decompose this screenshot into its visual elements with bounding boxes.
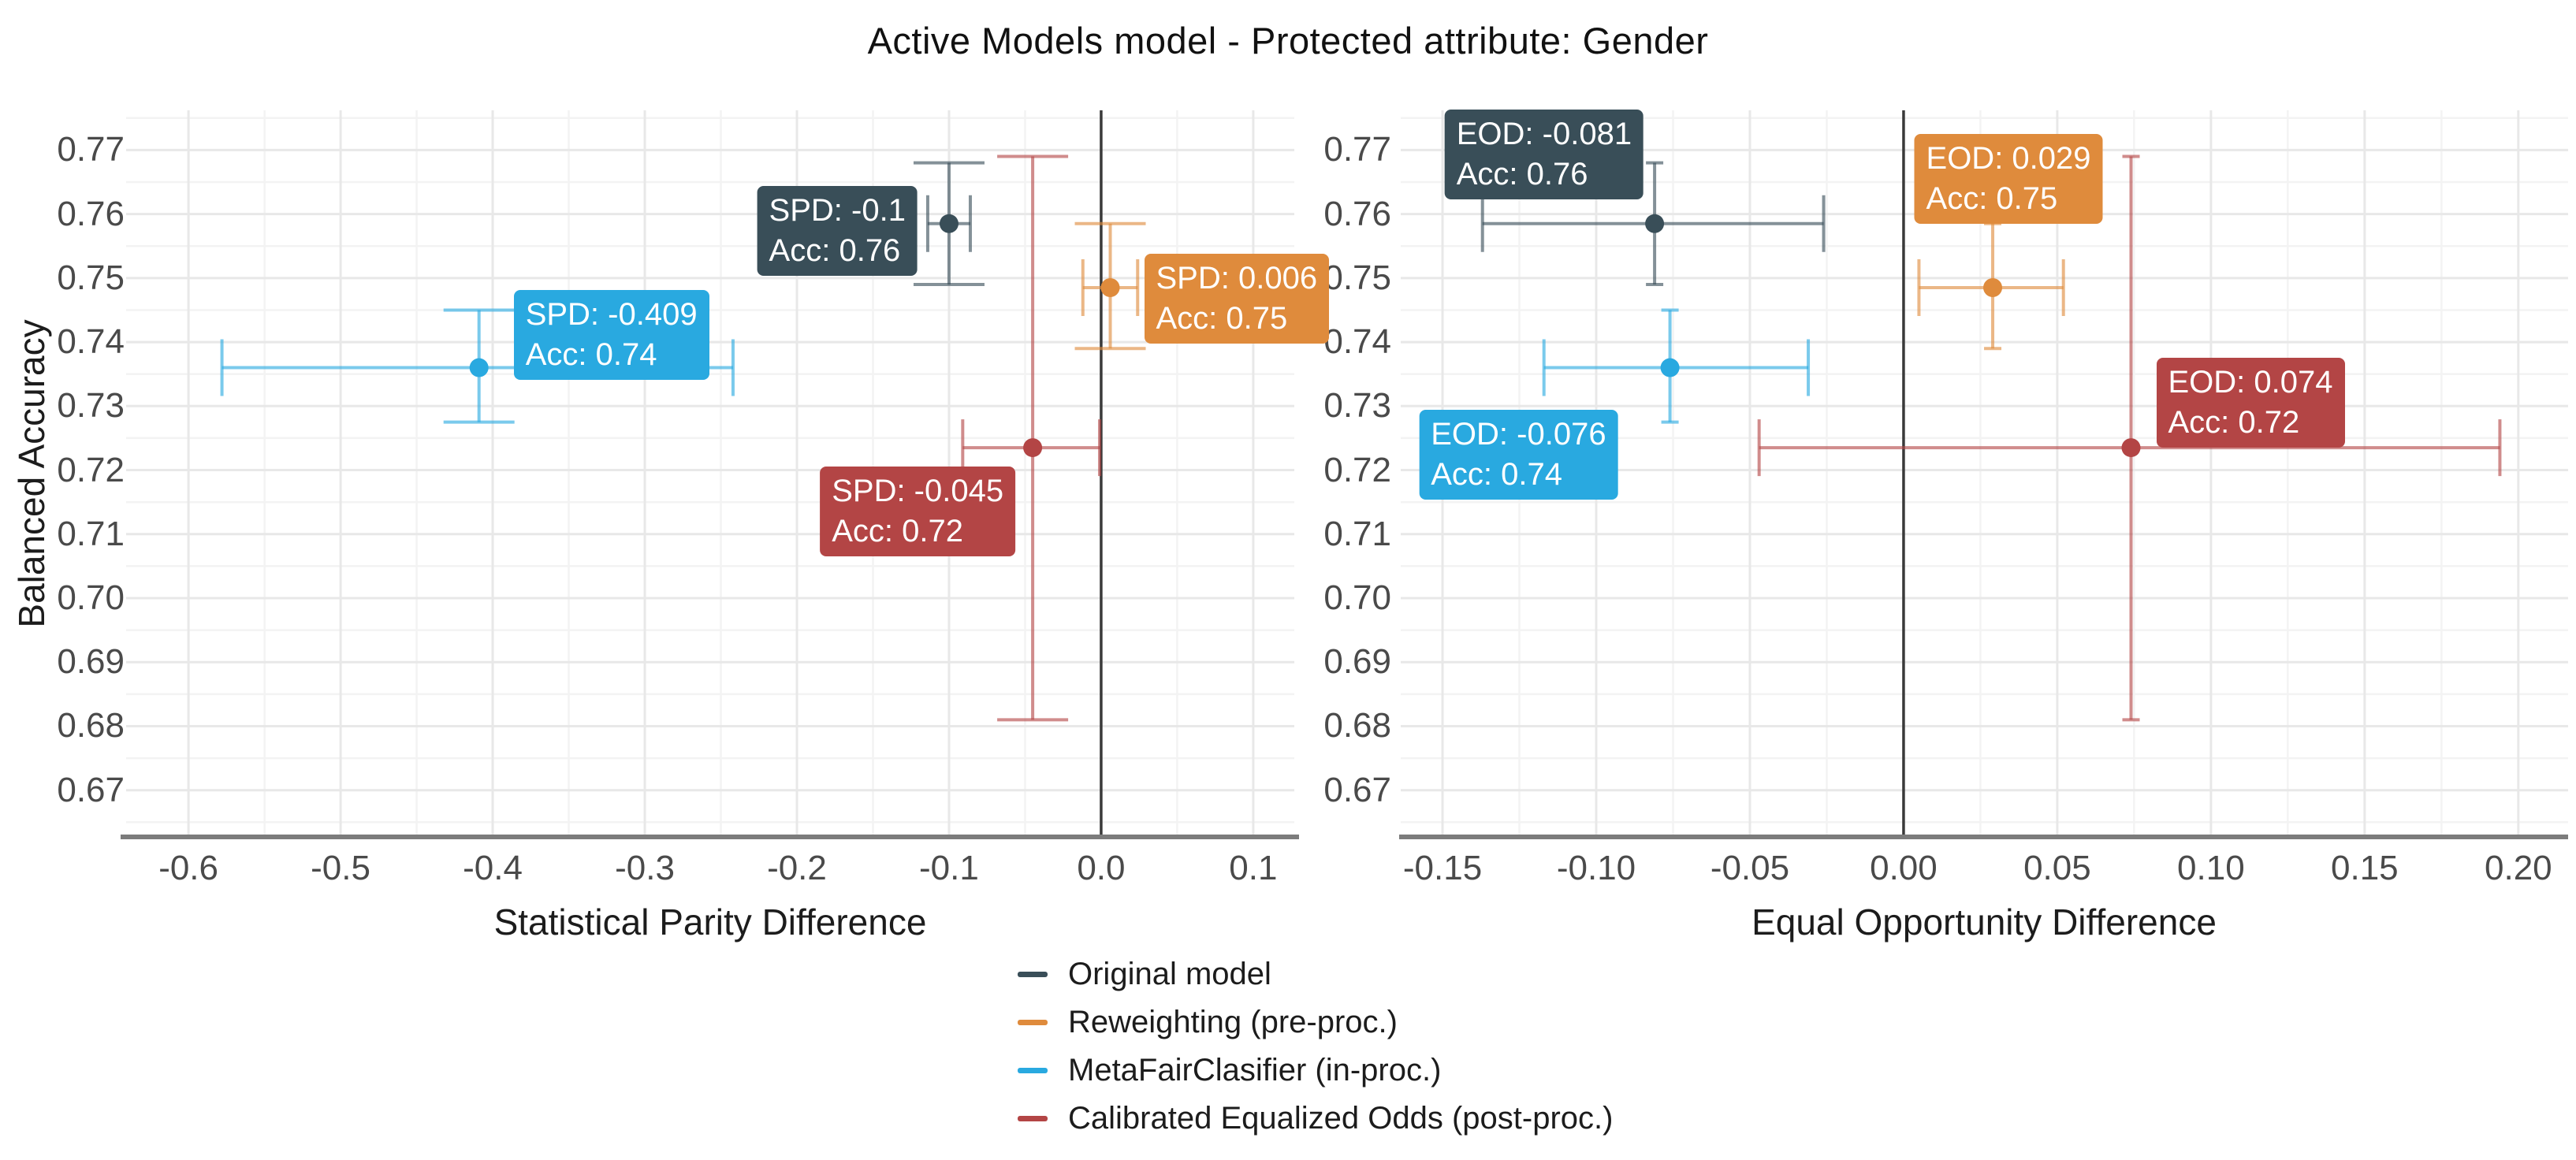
y-tick-label: 0.75	[1323, 258, 1391, 297]
y-tick-label: 0.69	[1323, 642, 1391, 682]
y-tick-label: 0.74	[57, 322, 125, 362]
x-tick-label: 0.20	[2485, 849, 2552, 887]
y-tick-label: 0.68	[57, 706, 125, 745]
legend-label: MetaFairClasifier (in-proc.)	[1068, 1053, 1442, 1088]
data-point	[1983, 278, 2003, 298]
x-tick-label: -0.3	[615, 849, 675, 887]
y-tick-label: 0.70	[1323, 578, 1391, 617]
x-tick-label: -0.05	[1710, 849, 1790, 887]
x-tick-label: -0.4	[463, 849, 523, 887]
y-tick-label: 0.76	[57, 194, 125, 233]
data-point-label: SPD: 0.006 Acc: 0.75	[1144, 254, 1330, 344]
y-tick-label: 0.67	[57, 770, 125, 809]
data-point	[1100, 278, 1120, 298]
data-point	[2121, 438, 2141, 458]
figure-title: Active Models model - Protected attribut…	[867, 20, 1709, 61]
data-point	[1660, 358, 1680, 377]
data-point-label: EOD: -0.076 Acc: 0.74	[1419, 409, 1618, 500]
y-tick-label: 0.69	[57, 642, 125, 682]
legend-label: Calibrated Equalized Odds (post-proc.)	[1068, 1101, 1614, 1136]
y-tick-label: 0.77	[57, 130, 125, 169]
data-point-label: SPD: -0.045 Acc: 0.72	[820, 467, 1016, 557]
x-tick-label: 0.00	[1870, 849, 1938, 887]
data-point-label: SPD: -0.409 Acc: 0.74	[513, 289, 709, 380]
legend-swatch-icon	[1018, 972, 1048, 977]
legend-swatch-icon	[1018, 1068, 1048, 1073]
y-tick-label: 0.73	[1323, 386, 1391, 426]
y-tick-label: 0.76	[1323, 194, 1391, 233]
legend: Original model Reweighting (pre-proc.) Met…	[1018, 956, 1613, 1148]
data-point	[939, 214, 959, 233]
y-tick-label: 0.67	[1323, 770, 1391, 809]
x-tick-label: 0.05	[2023, 849, 2091, 887]
x-tick-label: -0.1	[919, 849, 979, 887]
y-tick-label: 0.74	[1323, 322, 1391, 362]
x-tick-label: -0.6	[158, 849, 219, 887]
data-point	[469, 358, 489, 377]
y-tick-label: 0.72	[57, 450, 125, 489]
legend-swatch-icon	[1018, 1020, 1048, 1025]
y-tick-label: 0.68	[1323, 706, 1391, 745]
x-tick-label: -0.2	[767, 849, 827, 887]
legend-label: Original model	[1068, 957, 1271, 991]
x-tick-label: 0.0	[1077, 849, 1126, 887]
x-axis-title-spd: Statistical Parity Difference	[493, 902, 927, 942]
data-point-label: EOD: -0.081 Acc: 0.76	[1444, 109, 1644, 199]
x-axis-title-eod: Equal Opportunity Difference	[1751, 902, 2217, 942]
data-point	[1645, 214, 1665, 233]
y-tick-label: 0.73	[57, 386, 125, 426]
data-point-label: EOD: 0.029 Acc: 0.75	[1914, 134, 2103, 225]
x-tick-label: 0.1	[1229, 849, 1278, 887]
x-tick-label: -0.5	[311, 849, 370, 887]
y-tick-label: 0.75	[57, 258, 125, 297]
x-tick-label: -0.10	[1556, 849, 1636, 887]
y-tick-label: 0.70	[57, 578, 125, 617]
y-tick-label: 0.77	[1323, 130, 1391, 169]
legend-item: Original model	[1018, 956, 1613, 993]
x-tick-label: 0.10	[2177, 849, 2245, 887]
legend-item: MetaFairClasifier (in-proc.)	[1018, 1052, 1613, 1089]
legend-item: Reweighting (pre-proc.)	[1018, 1004, 1613, 1041]
y-tick-label: 0.71	[1323, 514, 1391, 553]
y-tick-label: 0.71	[57, 514, 125, 553]
y-tick-label: 0.72	[1323, 450, 1391, 489]
x-tick-label: 0.15	[2331, 849, 2399, 887]
legend-label: Reweighting (pre-proc.)	[1068, 1005, 1398, 1039]
data-point	[1023, 438, 1043, 458]
legend-swatch-icon	[1018, 1116, 1048, 1121]
data-point-label: EOD: 0.074 Acc: 0.72	[2156, 358, 2345, 448]
legend-item: Calibrated Equalized Odds (post-proc.)	[1018, 1100, 1613, 1137]
data-point-label: SPD: -0.1 Acc: 0.76	[757, 185, 918, 276]
x-tick-label: -0.15	[1402, 849, 1483, 887]
